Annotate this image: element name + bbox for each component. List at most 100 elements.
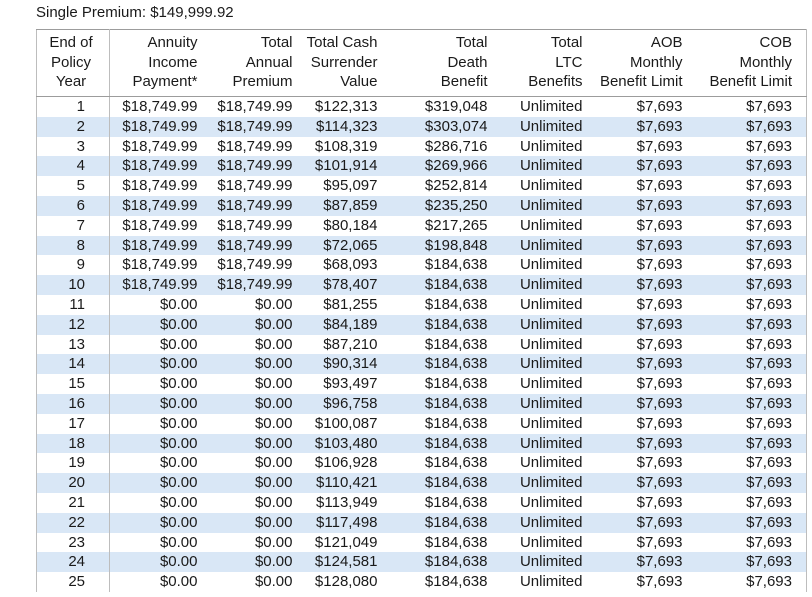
cell-total-ltc-benefits: Unlimited: [495, 354, 591, 375]
cell-aob-monthly-benefit-limit: $7,693: [590, 433, 691, 454]
cell-total-cash-surrender-value: $110,421: [300, 473, 386, 493]
cell-total-death-benefit: $184,638: [385, 314, 496, 335]
cell-cob-monthly-benefit-limit: $7,693: [690, 552, 807, 573]
cell-aob-monthly-benefit-limit: $7,693: [636, 216, 683, 234]
cell-end-of-policy-year: 18: [36, 433, 110, 454]
cell-total-ltc-benefits: Unlimited: [519, 493, 583, 511]
cell-end-of-policy-year: 5: [36, 176, 110, 196]
single-premium-title: Single Premium: $149,999.92: [36, 4, 234, 21]
cell-annuity-income-payment: $0.00: [159, 375, 198, 393]
cell-cob-monthly-benefit-limit: $7,693: [746, 454, 792, 472]
cell-total-cash-surrender-value: $81,255: [323, 295, 378, 313]
cell-cob-monthly-benefit-limit: $7,693: [746, 414, 792, 432]
table-row: 17 $0.00 $0.00 $100,087 $184,638 Unlimited $7,…: [36, 413, 807, 434]
cell-end-of-policy-year: 8: [36, 235, 110, 256]
cell-end-of-policy-year: 21: [36, 492, 110, 513]
cell-total-cash-surrender-value: $100,087: [314, 414, 378, 432]
cell-end-of-policy-year: 9: [36, 255, 110, 276]
cell-total-annual-premium: $0.00: [254, 335, 293, 353]
column-header-total-cash-surrender-value: Total Cash Surrender Value: [300, 29, 386, 97]
table-row: 8 $18,749.99 $18,749.99 $72,065 $198,848 Unli…: [36, 235, 807, 256]
cell-annuity-income-payment: $18,749.99: [122, 256, 198, 274]
cell-total-annual-premium: $0.00: [205, 473, 301, 493]
cell-aob-monthly-benefit-limit: $7,693: [636, 295, 683, 313]
cell-total-annual-premium: $0.00: [254, 493, 293, 511]
cell-total-cash-surrender-value: $114,323: [300, 116, 386, 137]
table-row: 24 $0.00 $0.00 $124,581 $184,638 Unlimited $7,…: [36, 552, 807, 573]
cell-annuity-income-payment: $18,749.99: [122, 98, 198, 115]
cell-total-ltc-benefits: Unlimited: [519, 98, 583, 115]
cell-aob-monthly-benefit-limit: $7,693: [590, 156, 691, 177]
table-row: 22 $0.00 $0.00 $117,498 $184,638 Unlimited $7,…: [36, 512, 807, 533]
cell-cob-monthly-benefit-limit: $7,693: [746, 533, 792, 551]
table-row: 12 $0.00 $0.00 $84,189 $184,638 Unlimited $7,6…: [36, 314, 807, 335]
cell-cob-monthly-benefit-limit: $7,693: [746, 573, 792, 591]
cell-end-of-policy-year: 14: [36, 354, 110, 375]
cell-total-ltc-benefits: Unlimited: [495, 156, 591, 177]
cell-cob-monthly-benefit-limit: $7,693: [746, 256, 792, 274]
cell-total-ltc-benefits: Unlimited: [519, 177, 583, 195]
cell-total-annual-premium: $18,749.99: [217, 256, 293, 274]
cell-total-cash-surrender-value: $90,314: [300, 354, 386, 375]
cell-annuity-income-payment: $0.00: [159, 493, 198, 511]
cell-total-annual-premium: $0.00: [254, 533, 293, 551]
cell-end-of-policy-year: 25: [36, 572, 110, 592]
cell-cob-monthly-benefit-limit: $7,693: [690, 116, 807, 137]
cell-total-annual-premium: $18,749.99: [205, 195, 301, 216]
cell-aob-monthly-benefit-limit: $7,693: [636, 256, 683, 274]
cell-annuity-income-payment: $0.00: [109, 512, 206, 533]
cell-total-annual-premium: $18,749.99: [217, 137, 293, 155]
cell-aob-monthly-benefit-limit: $7,693: [590, 473, 691, 493]
cell-total-death-benefit: $184,638: [424, 375, 488, 393]
cell-cob-monthly-benefit-limit: $7,693: [690, 393, 807, 414]
cell-total-ltc-benefits: Unlimited: [495, 116, 591, 137]
column-header-aob-monthly-benefit-limit: AOB Monthly Benefit Limit: [590, 29, 691, 97]
cell-total-annual-premium: $0.00: [254, 375, 293, 393]
cell-total-annual-premium: $18,749.99: [217, 177, 293, 195]
cell-total-cash-surrender-value: $128,080: [314, 573, 378, 591]
column-header-total-annual-premium: Total Annual Premium: [205, 29, 301, 97]
cell-total-death-benefit: $269,966: [385, 156, 496, 177]
cell-annuity-income-payment: $18,749.99: [122, 137, 198, 155]
cell-annuity-income-payment: $0.00: [109, 433, 206, 454]
cell-total-ltc-benefits: Unlimited: [519, 533, 583, 551]
cell-total-ltc-benefits: Unlimited: [519, 573, 583, 591]
cell-total-death-benefit: $286,716: [424, 137, 488, 155]
cell-total-death-benefit: $184,638: [424, 335, 488, 353]
cell-total-death-benefit: $184,638: [424, 573, 488, 591]
cell-total-annual-premium: $18,749.99: [205, 235, 301, 256]
cell-cob-monthly-benefit-limit: $7,693: [746, 137, 792, 155]
cell-annuity-income-payment: $0.00: [159, 533, 198, 551]
cell-aob-monthly-benefit-limit: $7,693: [636, 573, 683, 591]
cell-total-death-benefit: $184,638: [424, 454, 488, 472]
cell-annuity-income-payment: $0.00: [109, 393, 206, 414]
cell-total-ltc-benefits: Unlimited: [495, 235, 591, 256]
cell-end-of-policy-year: 4: [36, 156, 110, 177]
cell-total-death-benefit: $184,638: [385, 393, 496, 414]
cell-aob-monthly-benefit-limit: $7,693: [636, 177, 683, 195]
table-row: 3 $18,749.99 $18,749.99 $108,319 $286,716 Unl…: [36, 136, 807, 157]
cell-total-death-benefit: $217,265: [424, 216, 488, 234]
cell-total-cash-surrender-value: $87,210: [323, 335, 378, 353]
table-row: 25 $0.00 $0.00 $128,080 $184,638 Unlimited $7,…: [36, 572, 807, 592]
cell-annuity-income-payment: $0.00: [159, 573, 198, 591]
cell-total-annual-premium: $18,749.99: [205, 275, 301, 295]
cell-total-cash-surrender-value: $80,184: [323, 216, 378, 234]
cell-end-of-policy-year: 12: [36, 314, 110, 335]
cell-total-death-benefit: $184,638: [385, 275, 496, 295]
cell-end-of-policy-year: 11: [36, 294, 110, 315]
column-header-total-ltc-benefits: Total LTC Benefits: [495, 29, 591, 97]
cell-aob-monthly-benefit-limit: $7,693: [590, 393, 691, 414]
cell-total-ltc-benefits: Unlimited: [495, 512, 591, 533]
cell-total-cash-surrender-value: $93,497: [323, 375, 378, 393]
cell-total-ltc-benefits: Unlimited: [519, 256, 583, 274]
cell-total-ltc-benefits: Unlimited: [519, 295, 583, 313]
cell-total-death-benefit: $184,638: [385, 512, 496, 533]
cell-total-death-benefit: $184,638: [385, 552, 496, 573]
table-row: 9 $18,749.99 $18,749.99 $68,093 $184,638 Unli…: [36, 255, 807, 276]
cell-total-cash-surrender-value: $103,480: [300, 433, 386, 454]
table-row: 11 $0.00 $0.00 $81,255 $184,638 Unlimited $7,6…: [36, 294, 807, 315]
cell-annuity-income-payment: $0.00: [159, 335, 198, 353]
cell-total-ltc-benefits: Unlimited: [495, 195, 591, 216]
cell-end-of-policy-year: 24: [36, 552, 110, 573]
